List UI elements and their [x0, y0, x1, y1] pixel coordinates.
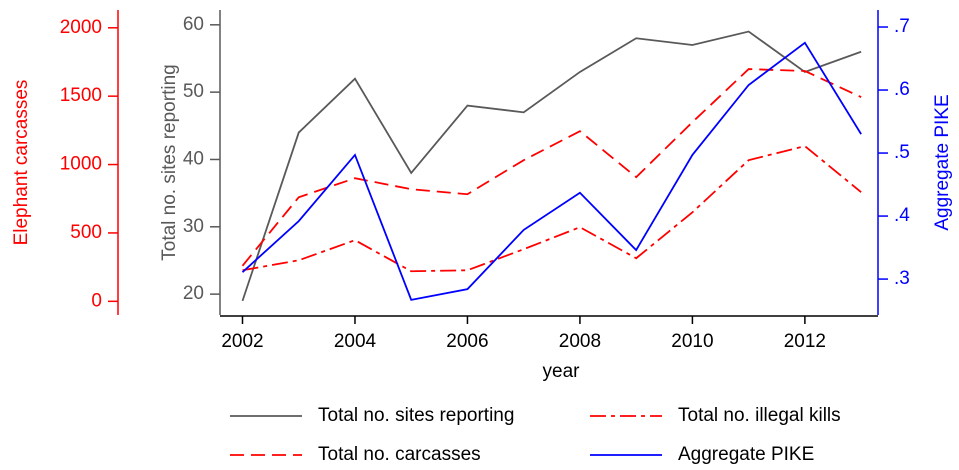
y-tick-label: 1000 — [60, 154, 102, 175]
y-axis-label: Elephant carcasses — [11, 80, 32, 246]
legend-label: Total no. illegal kills — [678, 405, 841, 426]
series-line — [241, 68, 862, 267]
y-tick-label: .6 — [894, 79, 910, 100]
x-tick-label: 2008 — [559, 331, 601, 352]
series-line — [242, 145, 862, 273]
y-axis-label: Aggregate PIKE — [932, 94, 953, 230]
y-tick-label: 20 — [183, 283, 204, 304]
y-tick-label: 0 — [91, 290, 102, 311]
legend-label: Total no. sites reporting — [318, 405, 514, 426]
x-tick-label: 2006 — [446, 331, 488, 352]
y-tick-label: 2000 — [60, 17, 102, 38]
y-tick-label: 60 — [183, 14, 204, 35]
y-tick-label: .5 — [894, 142, 910, 163]
series-line — [241, 30, 862, 302]
x-tick-label: 2002 — [221, 331, 263, 352]
y-tick-label: 50 — [183, 81, 204, 102]
legend-label: Total no. carcasses — [318, 444, 481, 465]
legend-label: Aggregate PIKE — [678, 444, 814, 465]
y-tick-label: 30 — [183, 216, 204, 237]
y-axis-label: Total no. sites reporting — [159, 64, 180, 260]
y-tick-label: 40 — [183, 148, 204, 169]
series-line — [241, 41, 862, 301]
x-axis-label: year — [543, 361, 581, 382]
x-tick-label: 2004 — [334, 331, 377, 352]
y-tick-label: 1500 — [60, 85, 102, 106]
y-tick-label: .4 — [894, 205, 910, 226]
y-tick-label: 500 — [70, 222, 102, 243]
x-tick-label: 2010 — [671, 331, 713, 352]
y-tick-label: .3 — [894, 268, 910, 289]
y-tick-label: .7 — [894, 16, 910, 37]
x-tick-label: 2012 — [784, 331, 826, 352]
